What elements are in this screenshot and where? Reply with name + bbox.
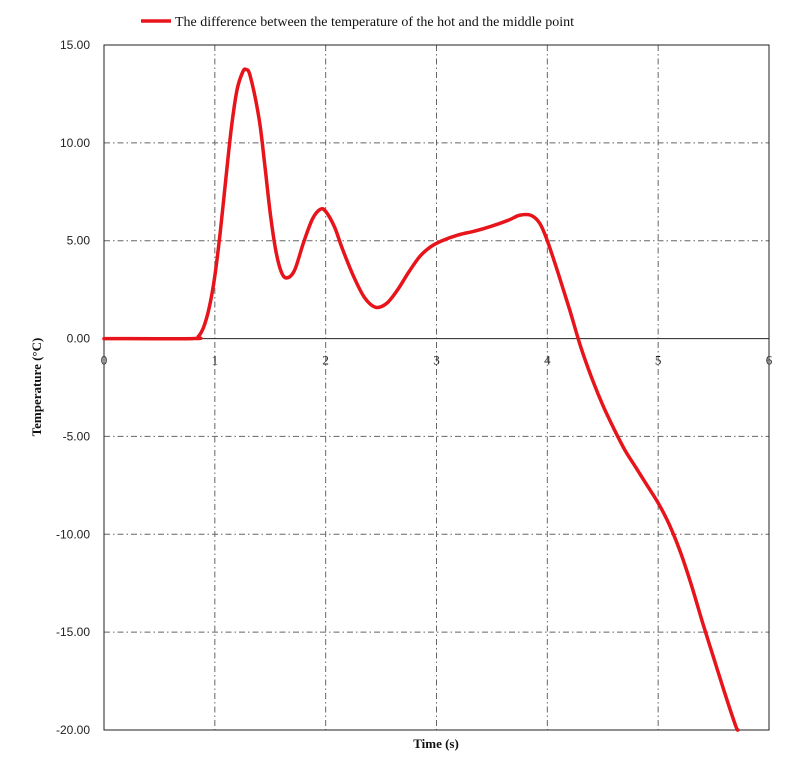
y-tick-label: -10.00 — [56, 527, 90, 541]
x-tick-label: 5 — [655, 353, 662, 368]
x-tick-labels: 0 1 2 3 4 5 6 — [101, 353, 773, 368]
x-axis-title: Time (s) — [413, 736, 459, 751]
y-tick-label: 15.00 — [60, 38, 90, 52]
y-tick-label: -15.00 — [56, 625, 90, 639]
series-line — [102, 67, 740, 732]
x-tick-label: 1 — [212, 353, 219, 368]
y-axis-title: Temperature (°C) — [29, 338, 44, 437]
y-tick-labels: 15.00 10.00 5.00 0.00 -5.00 -10.00 -15.00 -20.0… — [56, 38, 90, 737]
gridlines — [104, 45, 769, 730]
plot-frame — [103, 44, 770, 731]
x-tick-label: 6 — [766, 353, 773, 368]
legend-label: The difference between the temperature o… — [175, 15, 574, 30]
y-tick-label: 10.00 — [60, 136, 90, 150]
x-tick-label: 4 — [544, 353, 551, 368]
x-tick-label: 2 — [322, 353, 329, 368]
y-tick-label: -5.00 — [63, 429, 91, 443]
x-tick-label: 3 — [433, 353, 440, 368]
legend: The difference between the temperature o… — [141, 15, 574, 30]
y-tick-label: -20.00 — [56, 723, 90, 737]
x-tick-label: 0 — [101, 353, 108, 368]
y-tick-label: 0.00 — [67, 332, 91, 346]
y-tick-label: 5.00 — [67, 234, 91, 248]
